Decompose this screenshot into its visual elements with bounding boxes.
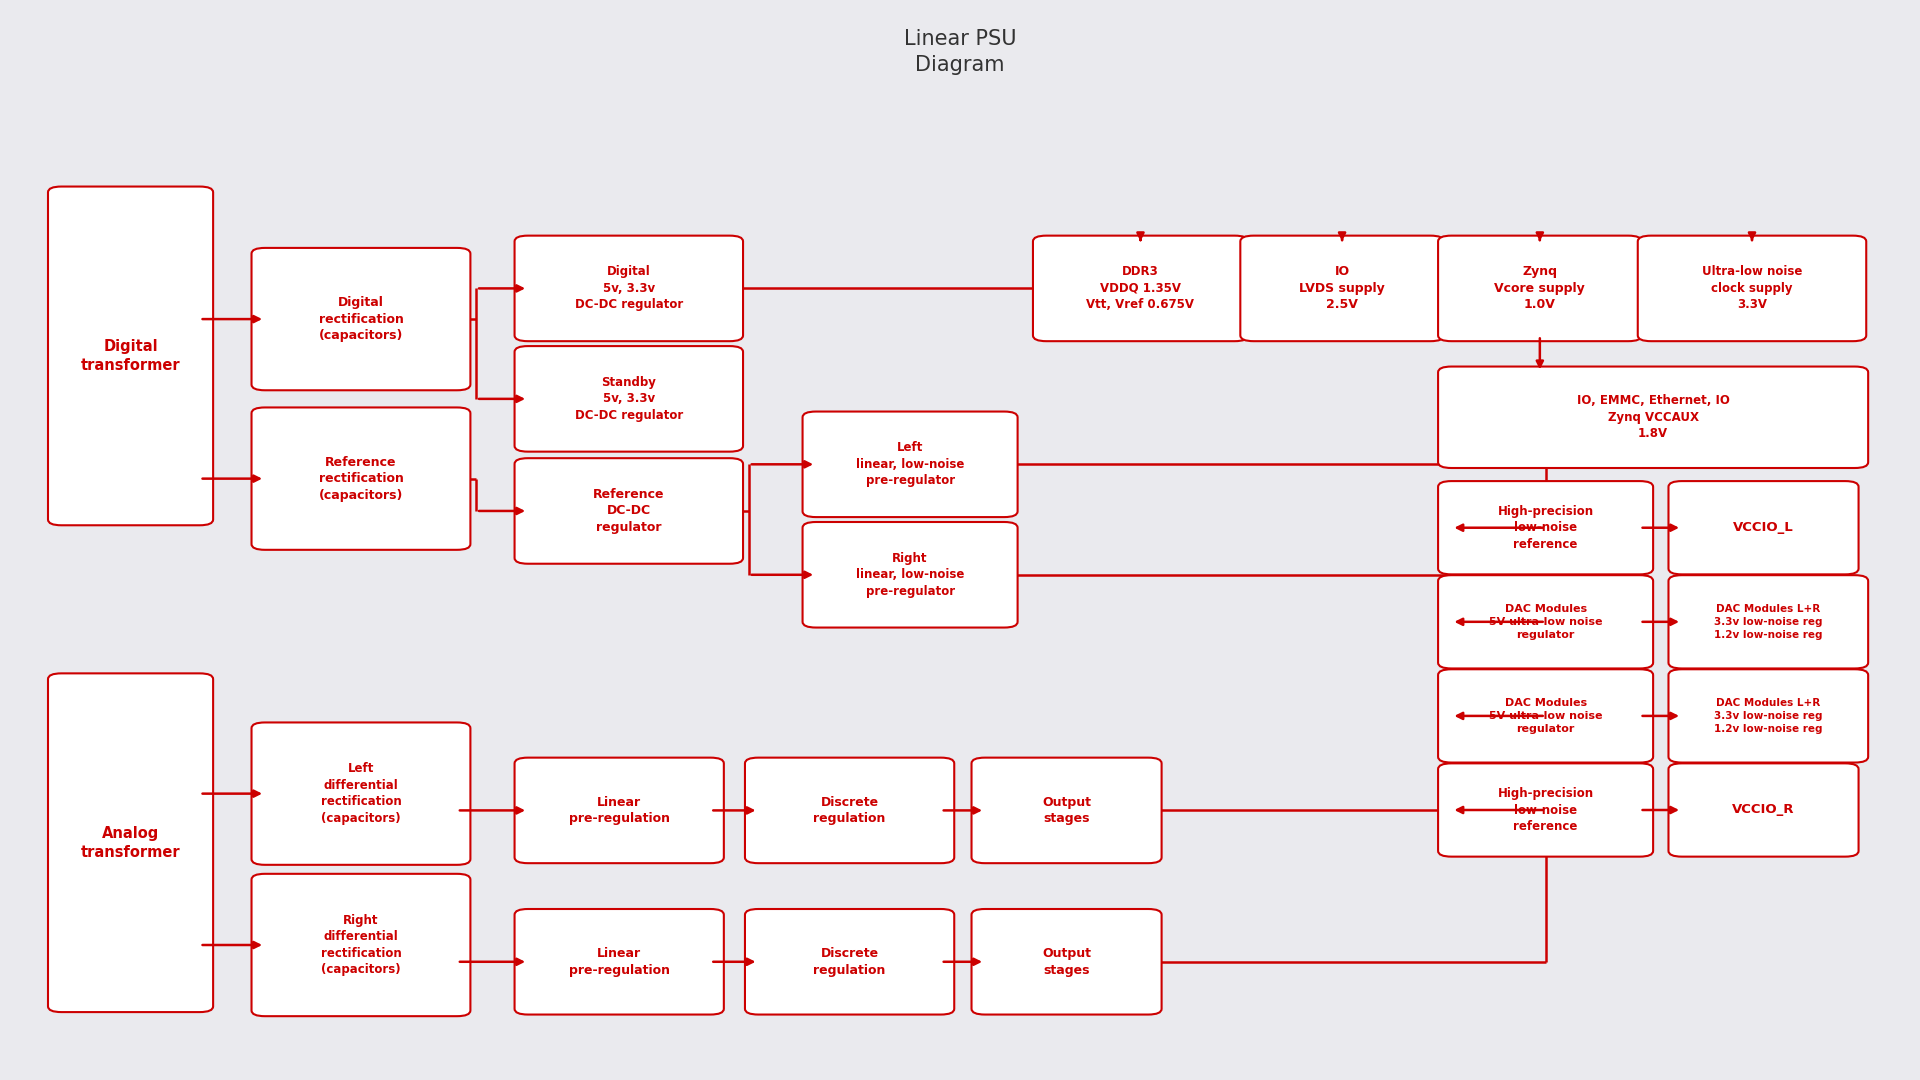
Text: Linear
pre-regulation: Linear pre-regulation [568, 947, 670, 976]
FancyBboxPatch shape [252, 248, 470, 390]
FancyBboxPatch shape [1438, 481, 1653, 575]
Text: Standby
5v, 3.3v
DC-DC regulator: Standby 5v, 3.3v DC-DC regulator [574, 376, 684, 422]
Text: Output
stages: Output stages [1043, 947, 1091, 976]
FancyBboxPatch shape [803, 522, 1018, 627]
FancyBboxPatch shape [972, 909, 1162, 1014]
Text: Analog
transformer: Analog transformer [81, 825, 180, 860]
FancyBboxPatch shape [515, 235, 743, 341]
Text: DAC Modules L+R
3.3v low-noise reg
1.2v low-noise reg: DAC Modules L+R 3.3v low-noise reg 1.2v … [1715, 604, 1822, 639]
FancyBboxPatch shape [1668, 764, 1859, 856]
FancyBboxPatch shape [803, 411, 1018, 517]
Text: DAC Modules
5V ultra-low noise
regulator: DAC Modules 5V ultra-low noise regulator [1488, 604, 1603, 639]
FancyBboxPatch shape [1438, 576, 1653, 669]
FancyBboxPatch shape [515, 346, 743, 451]
Text: High-precision
low-noise
reference: High-precision low-noise reference [1498, 787, 1594, 833]
Text: Discrete
regulation: Discrete regulation [814, 796, 885, 825]
FancyBboxPatch shape [1438, 670, 1653, 762]
Text: DDR3
VDDQ 1.35V
Vtt, Vref 0.675V: DDR3 VDDQ 1.35V Vtt, Vref 0.675V [1087, 266, 1194, 311]
Text: DAC Modules L+R
3.3v low-noise reg
1.2v low-noise reg: DAC Modules L+R 3.3v low-noise reg 1.2v … [1715, 698, 1822, 733]
FancyBboxPatch shape [745, 909, 954, 1014]
Text: Output
stages: Output stages [1043, 796, 1091, 825]
FancyBboxPatch shape [1668, 481, 1859, 575]
Text: DAC Modules
5V ultra-low noise
regulator: DAC Modules 5V ultra-low noise regulator [1488, 698, 1603, 733]
FancyBboxPatch shape [252, 723, 470, 865]
Text: IO
LVDS supply
2.5V: IO LVDS supply 2.5V [1300, 266, 1384, 311]
FancyBboxPatch shape [515, 758, 724, 863]
FancyBboxPatch shape [48, 187, 213, 525]
Text: Right
linear, low-noise
pre-regulator: Right linear, low-noise pre-regulator [856, 552, 964, 597]
FancyBboxPatch shape [1438, 366, 1868, 468]
FancyBboxPatch shape [972, 758, 1162, 863]
Text: IO, EMMC, Ethernet, IO
Zynq VCCAUX
1.8V: IO, EMMC, Ethernet, IO Zynq VCCAUX 1.8V [1576, 394, 1730, 441]
Text: Left
linear, low-noise
pre-regulator: Left linear, low-noise pre-regulator [856, 442, 964, 487]
FancyBboxPatch shape [252, 407, 470, 550]
Text: Digital
transformer: Digital transformer [81, 339, 180, 373]
Text: High-precision
low-noise
reference: High-precision low-noise reference [1498, 504, 1594, 551]
FancyBboxPatch shape [515, 458, 743, 564]
FancyBboxPatch shape [745, 758, 954, 863]
Text: Zynq
Vcore supply
1.0V: Zynq Vcore supply 1.0V [1494, 266, 1586, 311]
FancyBboxPatch shape [1638, 235, 1866, 341]
Text: Ultra-low noise
clock supply
3.3V: Ultra-low noise clock supply 3.3V [1701, 266, 1803, 311]
FancyBboxPatch shape [1668, 670, 1868, 762]
FancyBboxPatch shape [1438, 235, 1642, 341]
Text: VCCIO_R: VCCIO_R [1732, 804, 1795, 816]
Text: Linear PSU
Diagram: Linear PSU Diagram [904, 29, 1016, 75]
Text: Linear
pre-regulation: Linear pre-regulation [568, 796, 670, 825]
FancyBboxPatch shape [1033, 235, 1248, 341]
Text: VCCIO_L: VCCIO_L [1734, 522, 1793, 535]
FancyBboxPatch shape [252, 874, 470, 1016]
Text: Digital
5v, 3.3v
DC-DC regulator: Digital 5v, 3.3v DC-DC regulator [574, 266, 684, 311]
Text: Reference
DC-DC
regulator: Reference DC-DC regulator [593, 488, 664, 534]
Text: Digital
rectification
(capacitors): Digital rectification (capacitors) [319, 296, 403, 342]
Text: Left
differential
rectification
(capacitors): Left differential rectification (capacit… [321, 762, 401, 825]
FancyBboxPatch shape [1668, 576, 1868, 669]
FancyBboxPatch shape [48, 673, 213, 1012]
FancyBboxPatch shape [1438, 764, 1653, 856]
Text: Discrete
regulation: Discrete regulation [814, 947, 885, 976]
Text: Reference
rectification
(capacitors): Reference rectification (capacitors) [319, 456, 403, 501]
FancyBboxPatch shape [1240, 235, 1444, 341]
FancyBboxPatch shape [515, 909, 724, 1014]
Text: Right
differential
rectification
(capacitors): Right differential rectification (capaci… [321, 914, 401, 976]
